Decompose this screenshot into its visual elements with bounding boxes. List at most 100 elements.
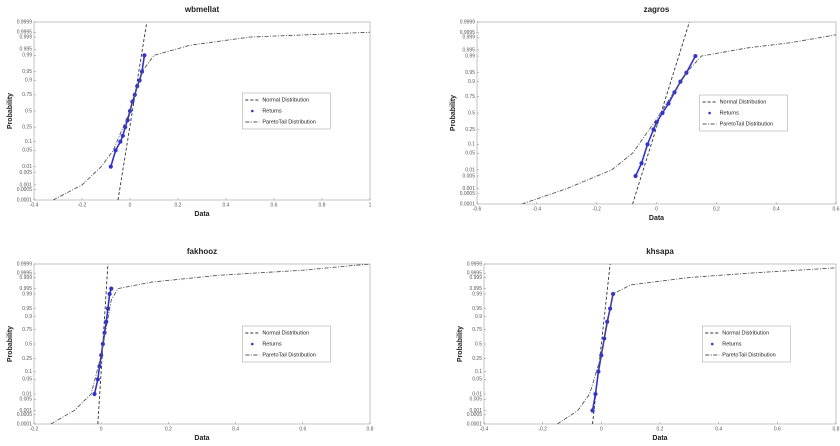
y-tick-label: 0.25: [472, 356, 482, 362]
y-tick-label: 0.95: [465, 70, 475, 76]
y-tick-label: 0.25: [22, 356, 32, 362]
legend-label: Returns: [720, 110, 740, 116]
y-tick-label: 0.01: [22, 391, 32, 397]
y-tick-label: 0.999: [469, 275, 482, 281]
legend-label: ParetoTail Distribution: [262, 119, 316, 125]
y-tick-label: 0.05: [465, 151, 475, 157]
x-tick-label: 0.2: [713, 206, 720, 212]
y-tick-label: 0.0005: [17, 187, 33, 193]
distribution-line: [52, 31, 370, 200]
y-tick-label: 0.1: [25, 369, 32, 375]
y-tick-label: 0.05: [22, 148, 32, 154]
chart-title: fakhooz: [187, 247, 217, 256]
y-axis-label: Probability: [7, 93, 14, 129]
x-tick-label: 0.8: [367, 426, 374, 432]
y-tick-label: 0.99: [472, 291, 482, 297]
legend-box: [701, 325, 791, 363]
y-tick-label: 0.0001: [17, 197, 33, 203]
x-tick-label: 0: [100, 426, 103, 432]
y-tick-label: 0.001: [19, 182, 32, 188]
y-tick-label: 0.005: [462, 173, 475, 179]
y-tick-label: 0.9: [25, 78, 32, 84]
y-tick-label: 0.95: [22, 69, 32, 75]
x-tick-label: 0: [655, 206, 658, 212]
y-tick-label: 0.25: [465, 127, 475, 133]
x-tick-label: 0.6: [271, 202, 278, 208]
chart-title: wbmellat: [184, 5, 220, 14]
y-tick-label: 0.01: [465, 167, 475, 173]
legend-label: Normal Distribution: [720, 99, 767, 105]
y-tick-label: 0.75: [472, 327, 482, 333]
y-tick-label: 0.0001: [467, 421, 483, 427]
y-tick-label: 0.05: [472, 377, 482, 383]
y-tick-label: 0.005: [469, 397, 482, 403]
y-tick-label: 0.001: [462, 186, 475, 192]
y-tick-label: 0.1: [468, 142, 475, 148]
return-trace: [634, 55, 697, 177]
y-tick-label: 0.1: [475, 369, 482, 375]
y-tick-label: 0.9: [25, 314, 32, 320]
y-tick-label: 0.5: [475, 341, 482, 347]
y-tick-label: 0.75: [465, 94, 475, 100]
y-tick-label: 0.5: [468, 110, 475, 116]
legend-label: ParetoTail Distribution: [262, 352, 316, 358]
x-axis-label: Data: [194, 435, 209, 442]
y-tick-label: 0.99: [465, 53, 475, 59]
y-tick-label: 0.9999: [460, 19, 476, 25]
x-tick-label: -0.2: [78, 202, 87, 208]
y-tick-label: 0.001: [469, 408, 482, 414]
chart-title: khsapa: [646, 247, 674, 256]
y-tick-label: 0.5: [25, 108, 32, 114]
x-tick-label: -0.4: [30, 202, 39, 208]
y-axis-label: Probability: [7, 326, 14, 362]
legend-label: Returns: [262, 341, 282, 347]
y-tick-label: 0.005: [19, 170, 32, 176]
y-tick-label: 0.99: [22, 53, 32, 59]
series-layer: [50, 264, 370, 424]
y-tick-label: 0.01: [472, 391, 482, 397]
x-tick-label: 0.4: [773, 206, 780, 212]
x-tick-label: 0.4: [715, 426, 722, 432]
y-tick-label: 0.75: [22, 92, 32, 98]
x-tick-label: 0: [129, 202, 132, 208]
legend-label: Normal Distribution: [722, 330, 769, 336]
x-tick-label: 0.2: [165, 426, 172, 432]
y-tick-label: 0.0005: [467, 412, 483, 418]
x-tick-label: 0.6: [833, 206, 840, 212]
panel: fakhooz Data Probability -0.2 0 0.2 0.4 0.6 0.8 0…: [7, 247, 374, 442]
x-tick-label: -0.2: [30, 426, 39, 432]
series-layer: [521, 22, 836, 204]
y-tick-label: 0.75: [22, 327, 32, 333]
y-tick-label: 0.995: [19, 286, 32, 292]
x-tick-label: -0.4: [480, 426, 489, 432]
return-trace: [93, 288, 113, 395]
y-tick-label: 0.9999: [17, 261, 33, 267]
legend-box: [242, 325, 331, 363]
legend-label: Returns: [722, 341, 742, 347]
y-tick-label: 0.001: [19, 408, 32, 414]
y-tick-label: 0.9995: [17, 30, 33, 36]
x-tick-label: 0.4: [232, 426, 239, 432]
x-tick-label: 0: [600, 426, 603, 432]
series-layer: [52, 22, 370, 200]
y-tick-label: 0.9: [468, 79, 475, 85]
y-tick-label: 0.995: [469, 286, 482, 292]
y-tick-label: 0.01: [22, 164, 32, 170]
y-tick-label: 0.9995: [467, 271, 483, 277]
panel: khsapa Data Probability -0.4 -0.2 0 0.2 0.4 0.6 0…: [457, 247, 840, 442]
y-axis-label: Probability: [457, 326, 464, 362]
y-tick-label: 0.995: [19, 47, 32, 53]
y-tick-label: 0.995: [462, 47, 475, 53]
y-tick-label: 0.9995: [460, 30, 476, 36]
y-tick-label: 0.999: [19, 34, 32, 40]
y-tick-label: 0.999: [462, 35, 475, 41]
panel: zagros Data Probability -0.6 -0.4 -0.2 0 0.2 0.4…: [450, 5, 840, 222]
y-tick-label: 0.0005: [460, 191, 476, 197]
x-tick-label: 0.8: [833, 426, 840, 432]
x-tick-label: -0.4: [533, 206, 542, 212]
y-tick-label: 0.9999: [467, 261, 483, 267]
x-tick-label: -0.6: [473, 206, 482, 212]
series-layer: [557, 264, 836, 424]
y-tick-label: 0.95: [472, 306, 482, 312]
